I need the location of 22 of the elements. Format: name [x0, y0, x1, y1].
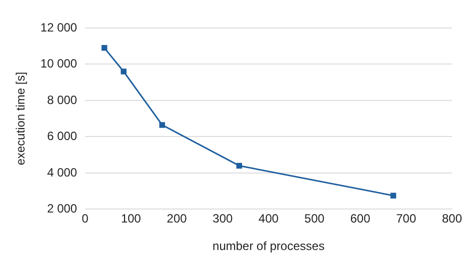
point: [120, 68, 126, 74]
x-tick-label: 0: [82, 212, 89, 226]
y-tick-label: 2 000: [47, 202, 78, 216]
y-tick-label: 4 000: [47, 165, 78, 180]
x-tick-label: 700: [396, 212, 416, 226]
point: [101, 45, 108, 51]
x-tick-label: 500: [304, 212, 325, 226]
x-tick-label: 400: [258, 212, 279, 226]
x-tick-label: 300: [212, 212, 234, 226]
y-tick-label: 8 000: [47, 92, 78, 107]
x-tick-label: 200: [166, 212, 188, 226]
point: [236, 162, 242, 169]
y-tick-label: 12 000: [40, 20, 78, 34]
point: [390, 192, 396, 198]
y-tick-label: 10 000: [40, 56, 78, 71]
x-axis-title: number of processes: [212, 239, 325, 254]
y-tick-label: 6 000: [47, 129, 78, 144]
x-tick-label: 600: [350, 212, 371, 226]
x-tick-label: 800: [442, 212, 462, 226]
x-tick-label: 100: [120, 212, 142, 226]
y-axis-title: execution time [s]: [14, 72, 28, 166]
point: [159, 122, 166, 128]
